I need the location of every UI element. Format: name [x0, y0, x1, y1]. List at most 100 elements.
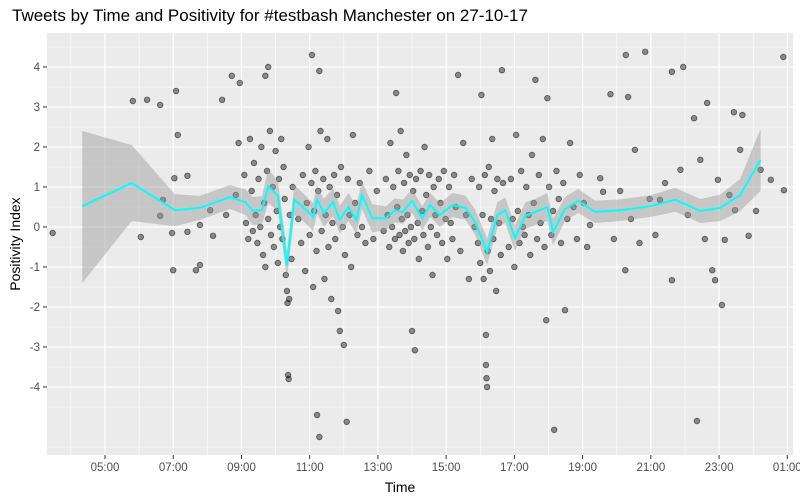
data-point	[232, 191, 239, 199]
data-point	[49, 229, 56, 237]
data-point	[495, 219, 503, 227]
data-point	[627, 215, 635, 223]
data-point	[423, 191, 430, 199]
data-point	[274, 259, 282, 267]
data-point	[449, 235, 456, 243]
data-point	[392, 89, 400, 97]
data-point	[430, 183, 437, 191]
data-point	[475, 183, 483, 191]
data-point	[714, 176, 722, 183]
data-point	[402, 227, 409, 235]
data-point	[537, 219, 544, 227]
data-point	[505, 243, 512, 251]
y-tick-label: 1	[34, 182, 40, 194]
data-point	[483, 375, 490, 382]
data-point	[386, 243, 393, 251]
data-point	[297, 239, 305, 247]
data-point	[196, 221, 204, 229]
data-point	[241, 171, 248, 179]
data-point	[553, 167, 560, 175]
data-point	[356, 179, 363, 187]
data-point	[156, 101, 164, 109]
data-point	[726, 191, 733, 199]
data-point	[285, 375, 292, 383]
data-point	[709, 267, 716, 274]
data-point	[320, 175, 327, 183]
data-point	[396, 231, 403, 239]
data-point	[610, 235, 618, 243]
x-tick-label: 11:00	[296, 462, 324, 474]
data-point	[521, 231, 528, 239]
data-point	[315, 187, 322, 195]
data-point	[586, 221, 594, 229]
data-point	[258, 143, 265, 151]
data-point	[561, 307, 569, 314]
data-point	[391, 235, 399, 243]
data-point	[656, 196, 664, 203]
data-point	[491, 187, 498, 195]
data-point	[222, 211, 230, 219]
data-point	[264, 63, 272, 71]
data-point	[370, 235, 377, 243]
data-point	[266, 127, 274, 135]
data-point	[543, 317, 550, 324]
data-point	[143, 96, 151, 103]
data-point	[380, 227, 387, 235]
data-point	[400, 179, 408, 187]
data-point	[328, 295, 335, 303]
data-point	[373, 187, 380, 195]
data-point	[206, 206, 214, 214]
data-point	[457, 247, 464, 255]
data-point	[354, 231, 361, 239]
data-point	[317, 127, 324, 135]
data-point	[321, 275, 328, 283]
data-point	[235, 139, 242, 147]
y-tick-label: 2	[34, 142, 40, 154]
data-point	[263, 167, 271, 175]
data-point	[492, 287, 500, 295]
data-point	[499, 179, 507, 187]
data-point	[387, 139, 394, 147]
data-point	[497, 251, 504, 259]
data-point	[523, 183, 530, 191]
data-point	[156, 212, 164, 219]
y-tick-label: 0	[34, 222, 40, 234]
data-point	[339, 223, 346, 231]
data-point	[405, 239, 412, 247]
data-point	[624, 93, 632, 101]
data-point	[646, 195, 653, 203]
data-point	[309, 283, 317, 291]
data-point	[343, 418, 350, 425]
data-point	[366, 167, 373, 175]
data-point	[382, 175, 390, 183]
data-point	[736, 146, 744, 153]
data-point	[752, 207, 760, 215]
data-point	[641, 48, 649, 55]
data-point	[465, 275, 473, 283]
data-point	[295, 215, 302, 223]
data-point	[252, 211, 259, 219]
data-point	[535, 171, 543, 179]
data-point	[408, 327, 416, 335]
data-point	[286, 295, 293, 303]
data-point	[721, 236, 728, 243]
data-point	[411, 347, 419, 354]
data-point	[661, 179, 669, 187]
data-point	[479, 211, 486, 219]
data-point	[316, 67, 323, 75]
data-point	[397, 127, 404, 135]
data-point	[516, 239, 523, 247]
data-point	[437, 199, 444, 207]
data-point	[278, 135, 285, 143]
data-point	[336, 327, 344, 335]
data-point	[507, 175, 515, 183]
data-point	[447, 219, 454, 227]
x-tick-label: 19:00	[568, 462, 597, 474]
data-point	[259, 251, 267, 259]
data-point	[264, 215, 272, 223]
data-point	[541, 243, 548, 251]
data-point	[622, 267, 629, 274]
data-point	[550, 426, 558, 433]
data-point	[340, 341, 348, 349]
data-point	[421, 143, 428, 151]
